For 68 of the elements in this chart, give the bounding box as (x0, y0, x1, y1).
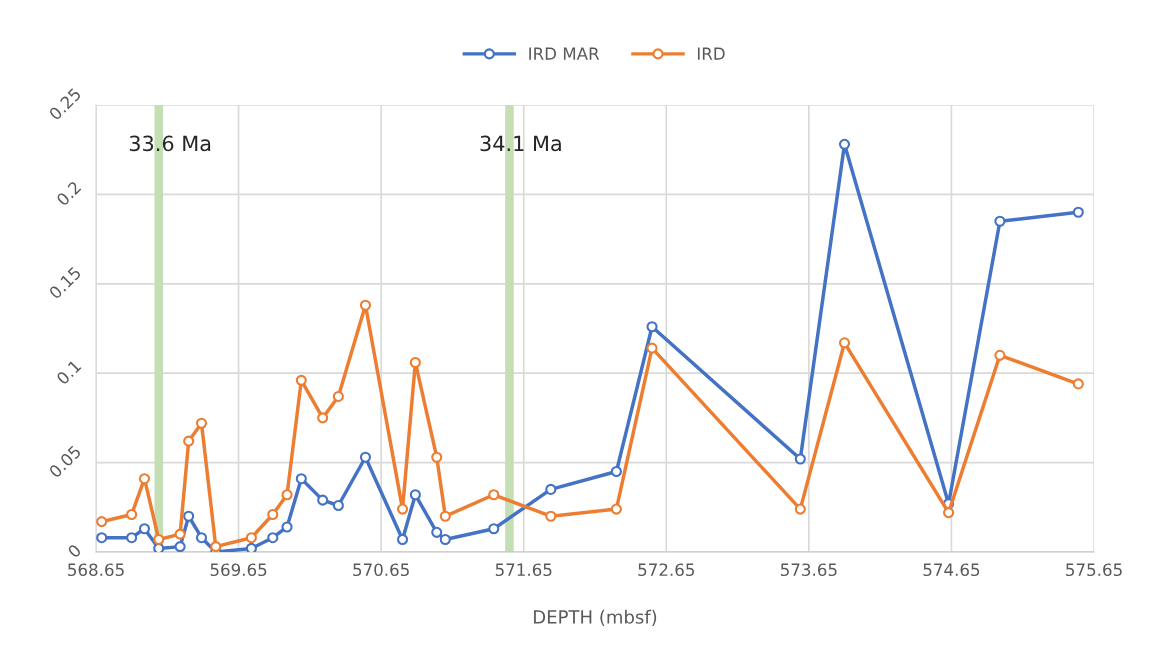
point (439, 533, 451, 546)
point (295, 473, 307, 485)
point (488, 523, 500, 535)
point (195, 532, 208, 544)
point (439, 510, 451, 522)
point (126, 508, 138, 521)
point (994, 215, 1006, 227)
point (545, 483, 557, 495)
point (994, 349, 1006, 361)
point (183, 510, 195, 522)
point (332, 390, 344, 402)
point (267, 508, 279, 521)
y-tick-label: 0.1 (55, 359, 82, 386)
point (126, 532, 138, 544)
band-label: 33.6 Ma (129, 135, 211, 152)
point (610, 503, 622, 515)
point (295, 374, 307, 386)
y-tick-label: 0.2 (55, 180, 82, 207)
point (943, 507, 955, 519)
legend-label: IRD (697, 47, 725, 60)
point (245, 532, 257, 544)
point (210, 541, 222, 552)
x-tick-label: 573.65 (780, 563, 837, 577)
x-tick-label: 575.65 (1066, 563, 1122, 577)
point (610, 465, 622, 478)
band-label: 34.1 Ma (480, 135, 561, 152)
x-tick-label: 572.65 (638, 563, 694, 577)
point (794, 453, 806, 465)
point (1072, 378, 1084, 390)
point (281, 489, 293, 501)
x-axis-title: DEPTH (mbsf) (534, 609, 657, 626)
point (359, 451, 372, 463)
point (838, 337, 851, 349)
point (409, 356, 421, 369)
point (183, 435, 195, 447)
legend-label: IRD MAR (529, 47, 600, 60)
point (359, 299, 372, 311)
point (431, 451, 443, 463)
y-tick-label: 0 (66, 543, 82, 559)
point (138, 523, 151, 535)
x-tick-label: 569.65 (210, 563, 267, 577)
point (195, 417, 208, 429)
point (96, 516, 108, 528)
point (396, 503, 409, 515)
point (794, 503, 806, 515)
point (174, 541, 186, 552)
point (646, 321, 658, 333)
x-tick-label: 568.65 (68, 563, 124, 577)
x-tick-label: 570.65 (353, 563, 409, 577)
point (267, 532, 279, 544)
point (153, 533, 165, 546)
point (545, 510, 557, 522)
point (1072, 206, 1084, 218)
point (174, 528, 186, 540)
point (138, 473, 151, 485)
point (245, 542, 257, 552)
point (838, 138, 851, 150)
point (409, 489, 421, 501)
point (646, 342, 658, 354)
point (317, 494, 329, 506)
point (488, 489, 500, 501)
point (281, 521, 293, 533)
point (332, 499, 344, 512)
x-tick-label: 574.65 (923, 563, 980, 577)
x-tick-label: 571.65 (495, 563, 552, 577)
point (96, 532, 108, 544)
point (431, 526, 443, 538)
point (317, 412, 329, 424)
